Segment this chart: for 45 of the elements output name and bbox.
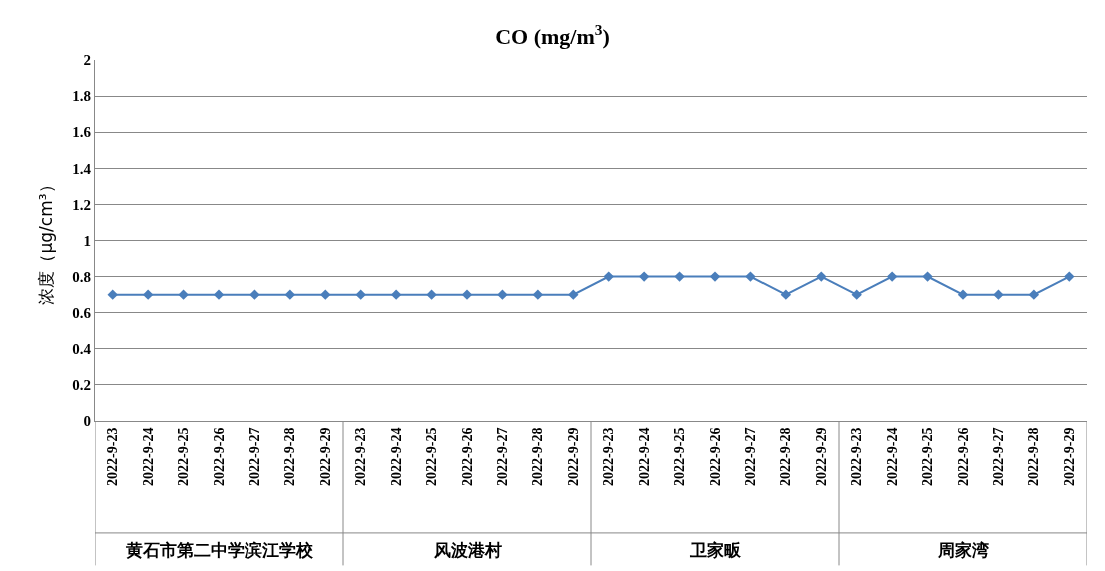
x-tick-label: 2022-9-28 xyxy=(530,427,546,486)
text: 周家湾 xyxy=(937,540,989,560)
y-tick-label: 1.4 xyxy=(72,160,92,177)
text: 风波港村 xyxy=(433,540,502,560)
x-tick-label: 2022-9-26 xyxy=(459,427,475,486)
x-tick-label: 2022-9-27 xyxy=(990,427,1006,486)
y-tick-label: 0 xyxy=(83,413,91,430)
x-tick-label: 2022-9-29 xyxy=(317,427,333,486)
x-tick-label: 2022-9-27 xyxy=(246,427,262,486)
x-tick-label: 2022-9-24 xyxy=(388,427,404,486)
x-tick-label: 2022-9-26 xyxy=(211,427,227,486)
x-tick-label: 2022-9-24 xyxy=(636,427,652,486)
x-tick-label: 2022-9-24 xyxy=(884,427,900,486)
x-tick-label: 2022-9-29 xyxy=(1061,427,1077,486)
y-tick-label: 1.8 xyxy=(72,88,91,105)
x-tick-label: 2022-9-28 xyxy=(778,427,794,486)
x-tick-label: 2022-9-25 xyxy=(176,427,192,486)
x-tick-label: 2022-9-29 xyxy=(813,427,829,486)
x-tick-label: 2022-9-23 xyxy=(849,427,865,486)
x-tick-label: 2022-9-27 xyxy=(742,427,758,486)
y-tick-label: 0.6 xyxy=(72,304,92,321)
text: 黄石市第二中学滨江学校 xyxy=(125,540,314,560)
x-tick-label: 2022-9-25 xyxy=(424,427,440,486)
x-tick-label: 2022-9-25 xyxy=(920,427,936,486)
y-tick-label: 0.2 xyxy=(72,377,91,394)
x-tick-label: 2022-9-24 xyxy=(140,427,156,486)
y-tick-label: 0.4 xyxy=(72,341,92,358)
x-tick-label: 2022-9-26 xyxy=(707,427,723,486)
text: 卫家畈 xyxy=(689,540,742,560)
y-tick-label: 1.6 xyxy=(72,124,92,141)
y-tick-label: 1.2 xyxy=(72,196,91,213)
x-tick-label: 2022-9-23 xyxy=(601,427,617,486)
x-tick-label: 2022-9-28 xyxy=(282,427,298,486)
y-tick-label: 0.8 xyxy=(72,268,91,285)
y-tick-label: 2 xyxy=(83,52,91,69)
x-tick-label: 2022-9-26 xyxy=(955,427,971,486)
x-tick-label: 2022-9-28 xyxy=(1026,427,1042,486)
x-tick-label: 2022-9-23 xyxy=(105,427,121,486)
chart-title: CO (mg/m$^{3}$) xyxy=(495,20,610,49)
x-tick-label: 2022-9-25 xyxy=(672,427,688,486)
y-axis-title: 浓度（μg/cm³） xyxy=(35,176,56,305)
y-tick-label: 1 xyxy=(83,232,91,249)
x-tick-label: 2022-9-29 xyxy=(565,427,581,486)
x-tick-label: 2022-9-27 xyxy=(494,427,510,486)
x-tick-label: 2022-9-23 xyxy=(353,427,369,486)
